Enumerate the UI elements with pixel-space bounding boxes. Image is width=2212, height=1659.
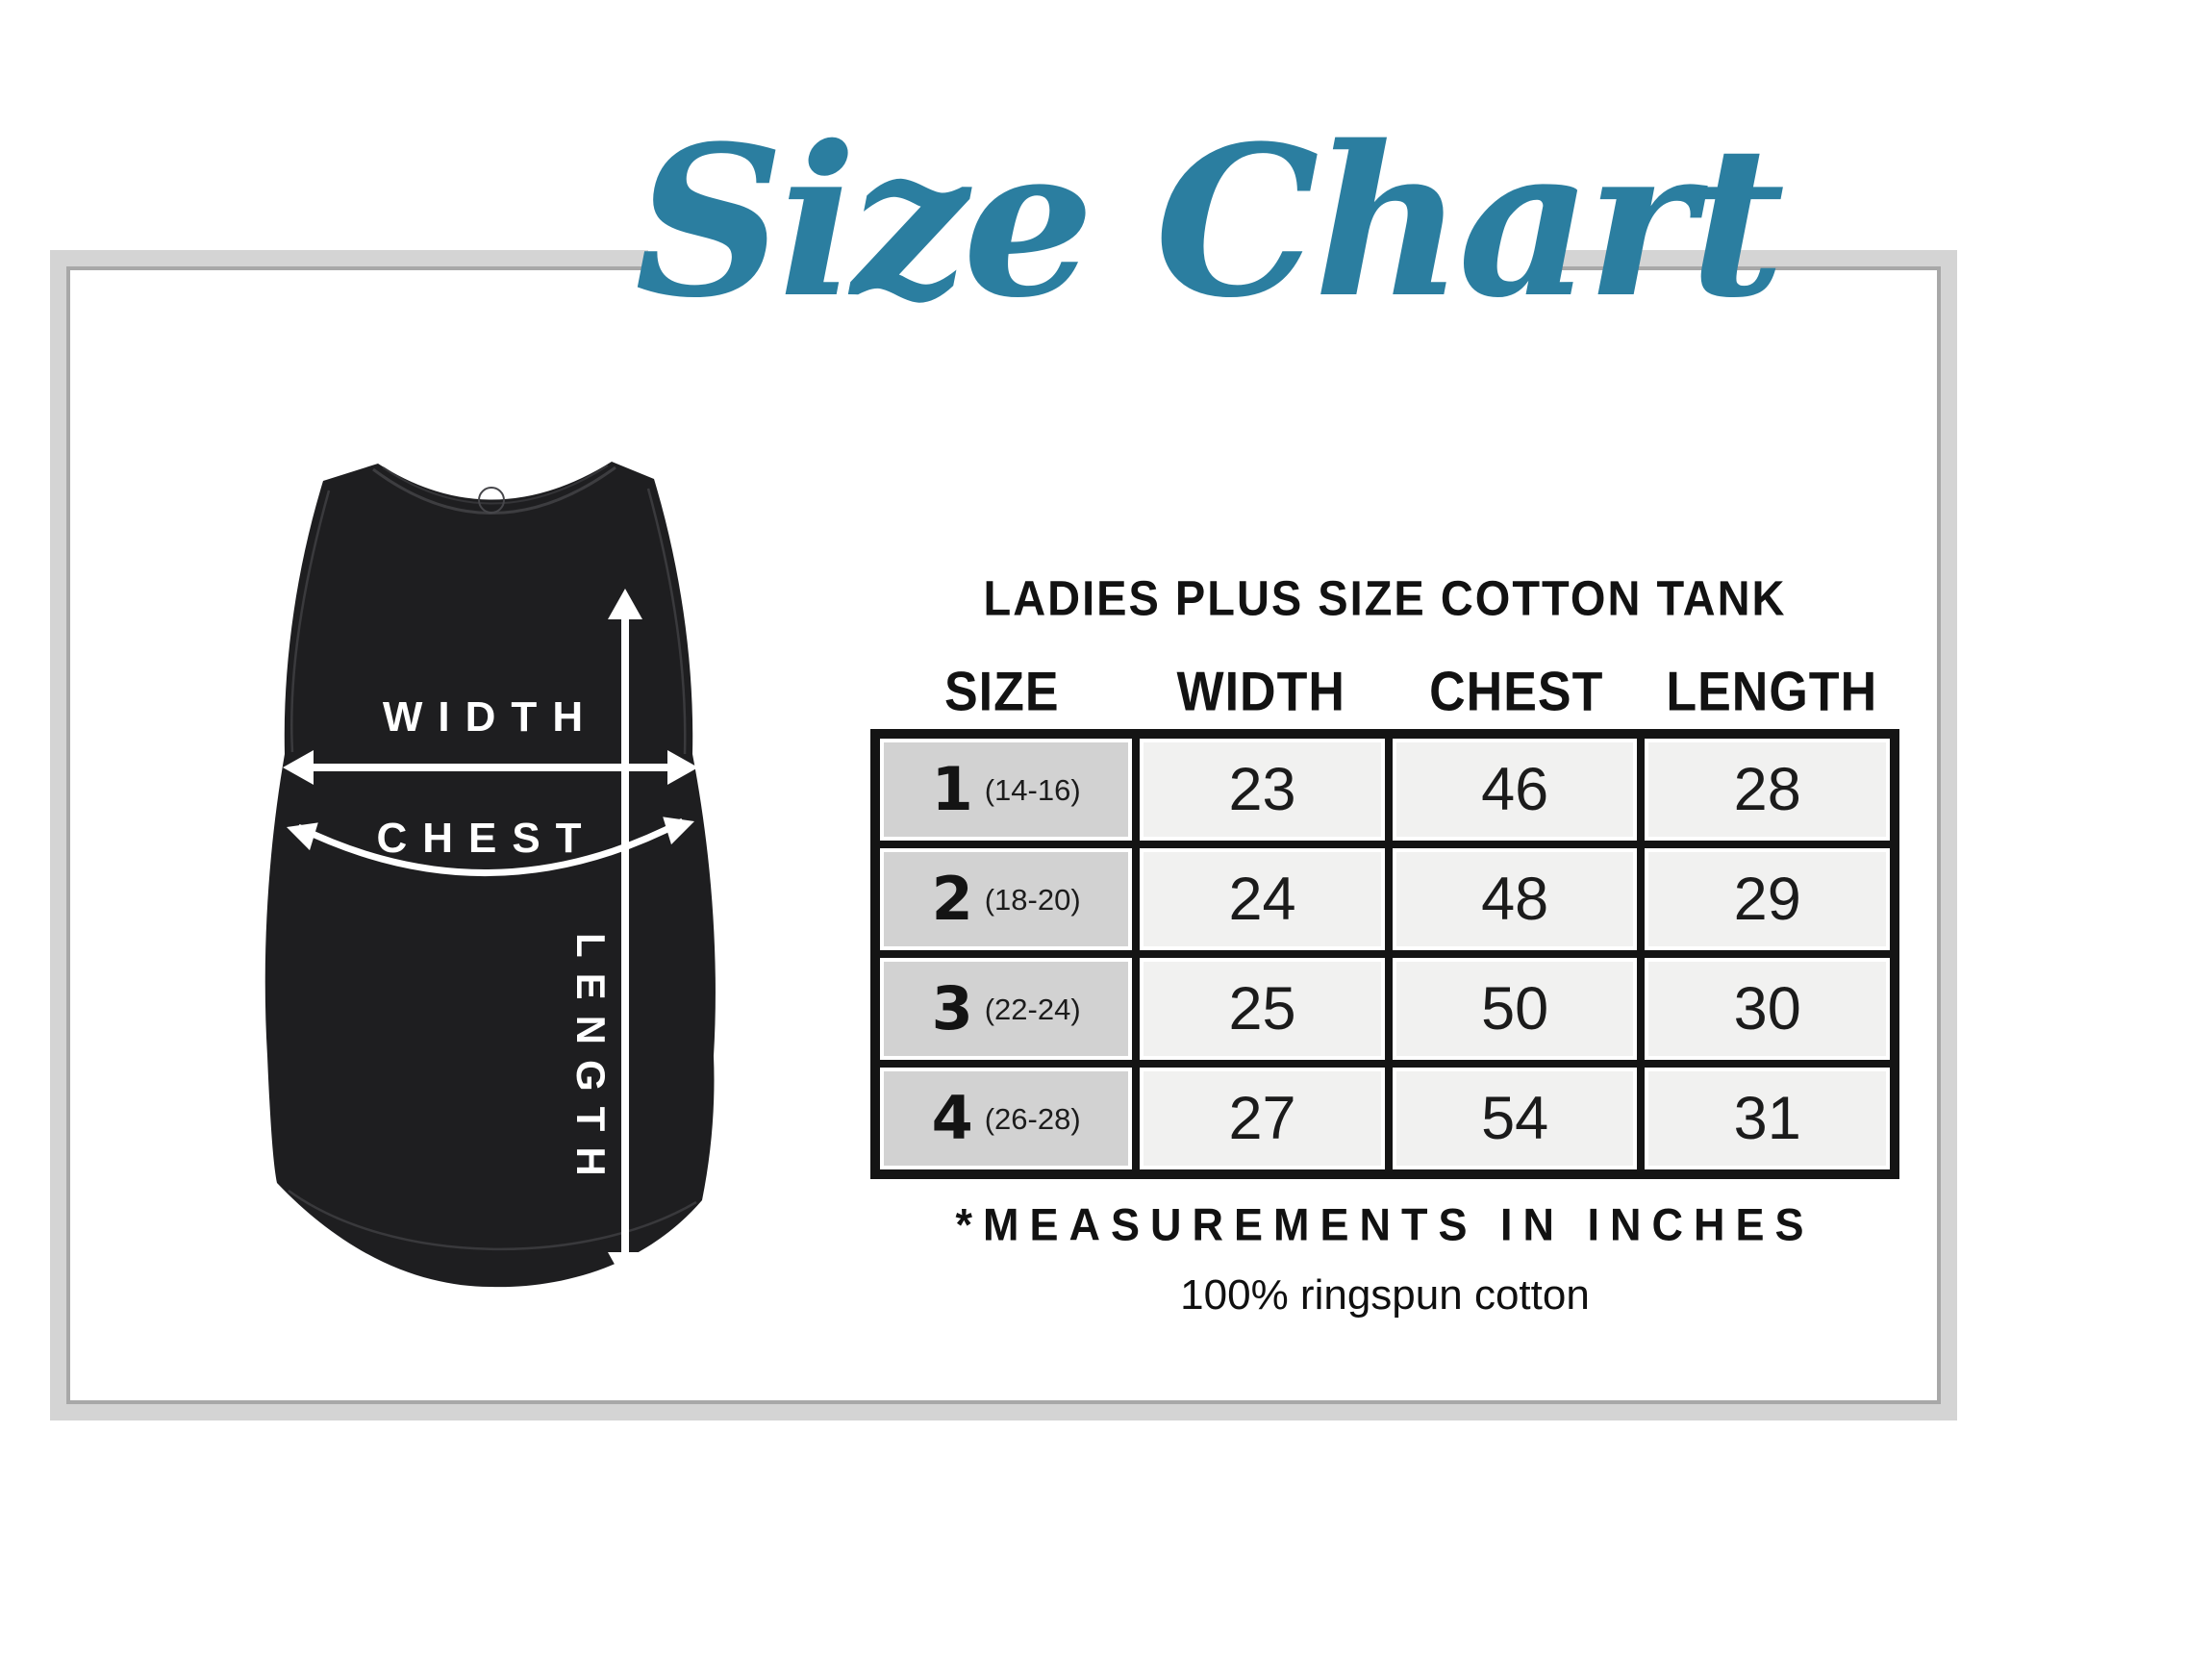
col-header-size: SIZE bbox=[943, 662, 1060, 723]
right-armhole-stitch bbox=[646, 488, 687, 755]
length-value: 28 bbox=[1733, 755, 1801, 823]
table-row-2-length-cell: 29 bbox=[1645, 848, 1890, 950]
width-label: WIDTH bbox=[383, 693, 598, 741]
size-range: (26-28) bbox=[984, 1101, 1081, 1136]
width-arrow-left-head bbox=[283, 750, 314, 785]
size-range: (14-16) bbox=[984, 772, 1081, 807]
table-column-headers: SIZE WIDTH CHEST LENGTH bbox=[870, 662, 1899, 723]
size-table: 1 (14-16) 23 46 28 2 (18-20) 24 48 29 bbox=[870, 729, 1899, 1179]
product-heading: LADIES PLUS SIZE COTTON TANK bbox=[983, 569, 1787, 626]
table-row-2-width-cell: 24 bbox=[1140, 848, 1385, 950]
length-arrow-top-head bbox=[608, 589, 642, 619]
length-value: 29 bbox=[1733, 865, 1801, 933]
width-value: 27 bbox=[1228, 1084, 1296, 1152]
chest-arrow-right-head bbox=[663, 817, 694, 845]
table-row-3-width-cell: 25 bbox=[1140, 958, 1385, 1060]
length-value: 30 bbox=[1733, 974, 1801, 1043]
size-value: 2 bbox=[931, 864, 973, 934]
tank-top-svg: WIDTH CHEST LENGTH bbox=[264, 462, 716, 1288]
tank-top-illustration: WIDTH CHEST LENGTH bbox=[239, 440, 742, 1298]
chest-label: CHEST bbox=[376, 815, 596, 862]
size-range: (18-20) bbox=[984, 882, 1081, 917]
table-row-4-width-cell: 27 bbox=[1140, 1068, 1385, 1169]
size-value: 1 bbox=[931, 754, 973, 824]
table-row-1-chest-cell: 46 bbox=[1392, 739, 1638, 841]
table-row-3-chest-cell: 50 bbox=[1392, 958, 1638, 1060]
page-title: Size Chart bbox=[635, 100, 1785, 343]
col-header-chest: CHEST bbox=[1429, 662, 1604, 723]
collar-inner-stitch bbox=[382, 465, 609, 505]
table-row-3-length-cell: 30 bbox=[1645, 958, 1890, 1060]
width-arrow-right-head bbox=[667, 750, 698, 785]
table-row-2-size-cell: 2 (18-20) bbox=[880, 848, 1133, 950]
width-value: 24 bbox=[1228, 865, 1296, 933]
neck-tag-logo bbox=[478, 487, 505, 514]
hem-stitch bbox=[288, 1189, 697, 1251]
table-row-1-width-cell: 23 bbox=[1140, 739, 1385, 841]
size-value: 4 bbox=[931, 1083, 973, 1153]
table-row-4-chest-cell: 54 bbox=[1392, 1068, 1638, 1169]
col-header-width: WIDTH bbox=[1176, 662, 1345, 723]
chest-value: 46 bbox=[1481, 755, 1549, 823]
size-range: (22-24) bbox=[984, 992, 1081, 1026]
length-value: 31 bbox=[1733, 1084, 1801, 1152]
length-arrow-bottom-head bbox=[608, 1252, 642, 1283]
left-armhole-stitch bbox=[290, 490, 331, 753]
table-row-2-chest-cell: 48 bbox=[1392, 848, 1638, 950]
chest-value: 48 bbox=[1481, 865, 1549, 933]
table-row-3-size-cell: 3 (22-24) bbox=[880, 958, 1133, 1060]
table-row-4-length-cell: 31 bbox=[1645, 1068, 1890, 1169]
chest-value: 50 bbox=[1481, 974, 1549, 1043]
width-value: 23 bbox=[1228, 755, 1296, 823]
chest-value: 54 bbox=[1481, 1084, 1549, 1152]
length-label: LENGTH bbox=[568, 933, 614, 1192]
chest-arrow-curve bbox=[296, 817, 685, 877]
material-note: 100% ringspun cotton bbox=[1180, 1271, 1590, 1319]
frame-title-gap bbox=[648, 242, 1560, 275]
measurements-footnote: *MEASUREMENTS IN INCHES bbox=[955, 1198, 1815, 1251]
table-row-1-length-cell: 28 bbox=[1645, 739, 1890, 841]
table-row-4-size-cell: 4 (26-28) bbox=[880, 1068, 1133, 1169]
size-value: 3 bbox=[931, 973, 973, 1043]
width-value: 25 bbox=[1228, 974, 1296, 1043]
table-row-1-size-cell: 1 (14-16) bbox=[880, 739, 1133, 841]
chest-arrow-left-head bbox=[287, 822, 318, 851]
col-header-length: LENGTH bbox=[1666, 662, 1878, 723]
